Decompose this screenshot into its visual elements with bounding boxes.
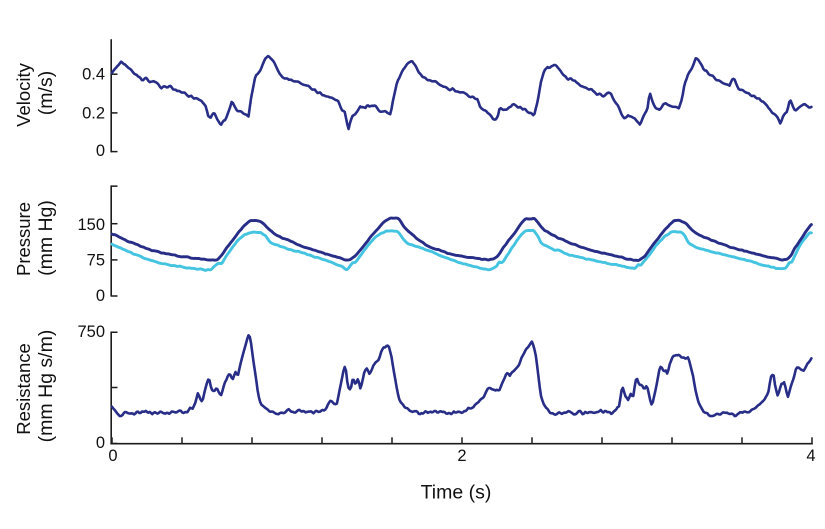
svg-text:0.4: 0.4 — [82, 66, 105, 84]
svg-text:0: 0 — [96, 287, 105, 305]
svg-text:Time (s): Time (s) — [421, 482, 492, 504]
svg-text:(mm Hg s/m): (mm Hg s/m) — [35, 330, 57, 443]
svg-text:750: 750 — [77, 323, 105, 341]
svg-text:(mm Hg): (mm Hg) — [35, 200, 57, 276]
svg-text:(m/s): (m/s) — [35, 71, 57, 115]
svg-text:75: 75 — [87, 252, 105, 270]
svg-text:4: 4 — [806, 447, 815, 465]
svg-text:2: 2 — [457, 447, 466, 465]
svg-text:Velocity: Velocity — [13, 62, 34, 127]
svg-text:150: 150 — [77, 216, 105, 234]
svg-text:Resistance: Resistance — [13, 343, 34, 435]
svg-text:0: 0 — [96, 434, 105, 452]
svg-text:Pressure: Pressure — [13, 202, 34, 276]
svg-text:0: 0 — [96, 142, 105, 160]
svg-text:0.2: 0.2 — [82, 104, 105, 122]
svg-text:0: 0 — [108, 447, 117, 465]
